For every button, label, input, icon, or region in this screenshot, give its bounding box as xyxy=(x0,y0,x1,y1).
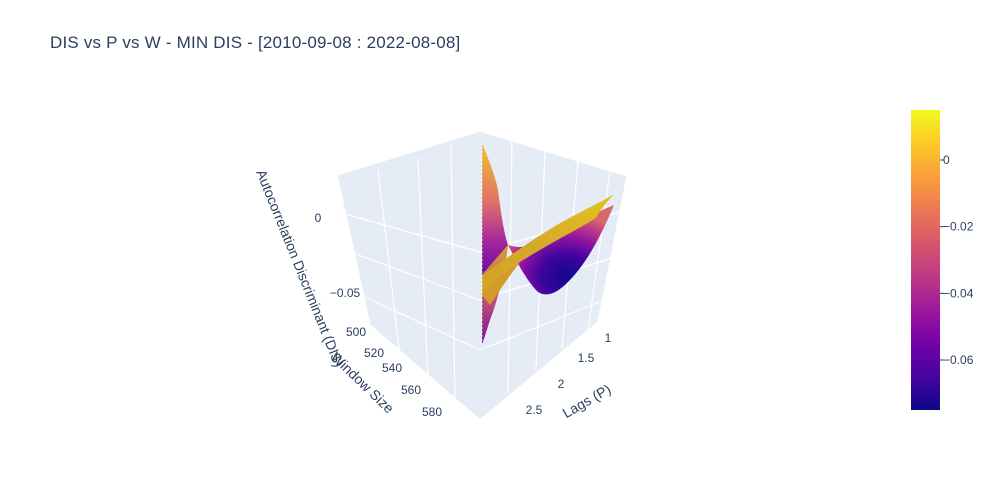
x-axis-title: Lags (P) xyxy=(560,381,614,421)
y-axis-ticks: 500 520 540 560 580 xyxy=(346,325,442,419)
y-tick-540: 540 xyxy=(382,361,402,375)
x-tick-2-5: 2.5 xyxy=(526,403,543,417)
colorbar-tick-label: −0.02 xyxy=(943,220,974,234)
y-axis-title: Window Size xyxy=(328,349,397,417)
x-tick-2: 2 xyxy=(558,377,565,391)
surface-back-face xyxy=(482,143,508,275)
x-tick-1: 1 xyxy=(605,331,612,345)
y-tick-500: 500 xyxy=(346,325,366,339)
colorbar: 0 −0.02 −0.04 −0.06 xyxy=(911,110,974,410)
y-tick-580: 580 xyxy=(422,405,442,419)
chart-title: DIS vs P vs W - MIN DIS - [2010-09-08 : … xyxy=(50,33,461,52)
colorbar-tick-label: −0.04 xyxy=(943,286,974,300)
z-axis-title: Autocorrelation Discriminant (DIS) xyxy=(253,167,347,369)
z-tick-0: 0 xyxy=(315,211,322,225)
colorbar-tick-label: 0 xyxy=(943,153,950,167)
y-tick-560: 560 xyxy=(401,383,421,397)
z-axis-ticks: 0 −0.05 xyxy=(315,211,361,300)
surface[interactable] xyxy=(481,143,614,345)
colorbar-tick-label: −0.06 xyxy=(943,353,974,367)
surface-sheet[interactable] xyxy=(482,194,614,295)
y-tick-520: 520 xyxy=(364,346,384,360)
surface-trough[interactable] xyxy=(508,205,614,295)
z-tick-1: −0.05 xyxy=(330,286,361,300)
x-axis-ticks: 1 1.5 2 2.5 xyxy=(526,331,612,417)
left-wall xyxy=(337,131,480,420)
colorbar-gradient xyxy=(911,110,940,410)
colorbar-ticks: 0 −0.02 −0.04 −0.06 xyxy=(940,153,974,367)
surface-lower-sheet xyxy=(482,262,520,305)
x-tick-1-5: 1.5 xyxy=(578,351,595,365)
